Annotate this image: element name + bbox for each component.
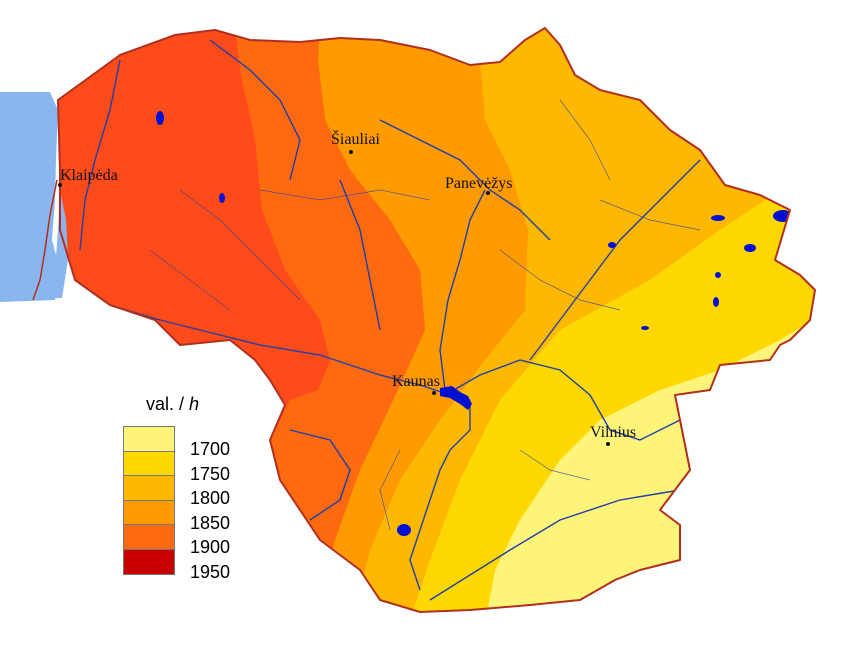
minor-river bbox=[599, 199, 701, 231]
city-marker bbox=[58, 183, 62, 187]
city-kaunas: Kaunas bbox=[392, 373, 440, 395]
lake bbox=[641, 326, 649, 330]
city-marker bbox=[432, 391, 436, 395]
sesupe-river bbox=[289, 429, 351, 521]
city-siauliai: Šiauliai bbox=[331, 129, 380, 154]
lake bbox=[744, 244, 756, 252]
city-marker bbox=[486, 191, 490, 195]
musa-river bbox=[379, 119, 551, 241]
lake bbox=[156, 111, 164, 125]
city-label: Klaipėda bbox=[60, 167, 118, 184]
lake bbox=[219, 193, 225, 203]
city-label: Panevėžys bbox=[445, 175, 513, 192]
legend-swatch bbox=[124, 500, 174, 525]
city-label: Vilnius bbox=[590, 424, 636, 441]
legend-swatches bbox=[123, 426, 175, 575]
minor-river bbox=[519, 449, 591, 481]
minor-river bbox=[379, 449, 401, 531]
venta-river bbox=[209, 39, 301, 181]
minor-river bbox=[559, 99, 611, 181]
lake bbox=[608, 242, 616, 248]
curonian-lagoon bbox=[50, 190, 68, 298]
nevezis-river bbox=[439, 189, 486, 391]
legend-swatch bbox=[124, 549, 174, 574]
legend: val. / h 1700 1750 1800 1850 1900 1950 bbox=[118, 394, 278, 614]
legend-label: 1900 bbox=[190, 537, 231, 558]
minor-river bbox=[179, 189, 301, 301]
dubysa-river bbox=[339, 179, 381, 331]
legend-swatch bbox=[124, 476, 174, 501]
legend-label: 1850 bbox=[190, 512, 231, 533]
legend-swatch bbox=[124, 525, 174, 550]
lake bbox=[715, 272, 721, 278]
city-klaipeda: Klaipėda bbox=[58, 167, 118, 187]
minor-rivers bbox=[149, 99, 701, 531]
legend-label: 1750 bbox=[190, 463, 231, 484]
kaunas-reservoir bbox=[440, 386, 472, 410]
lake bbox=[397, 524, 411, 536]
city-marker bbox=[349, 150, 353, 154]
sventoji-river bbox=[529, 159, 701, 361]
city-label: Šiauliai bbox=[331, 129, 380, 148]
legend-unit: h bbox=[189, 394, 200, 414]
legend-swatch bbox=[124, 427, 174, 452]
minor-river bbox=[259, 189, 431, 201]
legend-label: 1800 bbox=[190, 488, 231, 509]
city-panevezys: Panevėžys bbox=[445, 175, 513, 195]
lake bbox=[713, 297, 719, 307]
baltic-sea bbox=[0, 92, 60, 302]
legend-label: 1700 bbox=[190, 439, 231, 460]
merkys-river bbox=[429, 489, 681, 601]
legend-title: val. / h bbox=[146, 394, 199, 415]
city-vilnius: Vilnius bbox=[590, 424, 636, 446]
legend-swatch bbox=[124, 451, 174, 476]
minija-river bbox=[79, 59, 121, 251]
country-border bbox=[57, 27, 816, 613]
legend-title-text: val. / bbox=[146, 394, 190, 414]
lakes bbox=[156, 111, 793, 536]
city-label: Kaunas bbox=[392, 373, 440, 390]
lake bbox=[711, 215, 725, 221]
legend-label: 1950 bbox=[190, 561, 231, 582]
minor-river bbox=[499, 249, 621, 311]
city-marker bbox=[606, 442, 610, 446]
minor-river bbox=[149, 249, 231, 311]
curonian-spit bbox=[32, 179, 58, 301]
